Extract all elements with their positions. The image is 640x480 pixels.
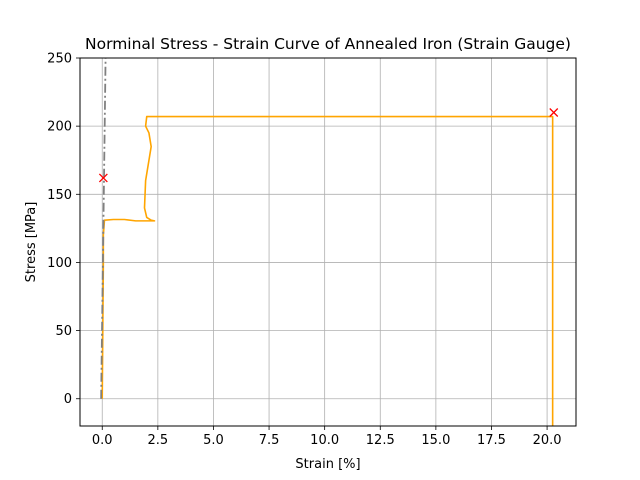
x-tick-label: 17.5	[477, 433, 506, 448]
x-tick-label: 15.0	[421, 433, 450, 448]
data-markers	[98, 108, 559, 183]
plot-area-frame	[79, 57, 577, 427]
y-tick-label: 0	[64, 392, 72, 407]
x-tick-label: 20.0	[533, 433, 562, 448]
axis-ticks: 0.0 2.5 5.0 7.5 10.0 12.5 15.0 17.5 20.0 0 50 100 15…	[47, 52, 561, 449]
x-marker	[549, 108, 559, 117]
y-tick-label: 150	[47, 188, 72, 203]
y-tick-label: 50	[55, 324, 72, 339]
elastic-slope-line	[100, 58, 107, 399]
x-axis-label: Strain [%]	[295, 457, 360, 472]
grid-lines	[80, 57, 576, 426]
x-tick-label: 0.0	[92, 433, 113, 448]
x-tick-label: 10.0	[310, 433, 339, 448]
x-tick-label: 2.5	[148, 433, 169, 448]
x-tick-label: 12.5	[366, 433, 395, 448]
data-series	[100, 58, 554, 426]
x-tick-label: 5.0	[203, 433, 224, 448]
y-tick-label: 250	[47, 52, 72, 67]
y-tick-label: 200	[47, 120, 72, 135]
chart-title: Norminal Stress - Strain Curve of Anneal…	[85, 35, 571, 53]
x-tick-label: 7.5	[259, 433, 280, 448]
y-tick-label: 100	[47, 256, 72, 271]
y-axis-label: Stress [MPa]	[24, 202, 39, 283]
x-marker	[98, 173, 108, 183]
